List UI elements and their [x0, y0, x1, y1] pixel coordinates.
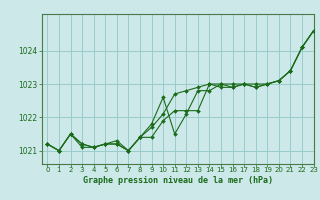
X-axis label: Graphe pression niveau de la mer (hPa): Graphe pression niveau de la mer (hPa) [83, 176, 273, 185]
